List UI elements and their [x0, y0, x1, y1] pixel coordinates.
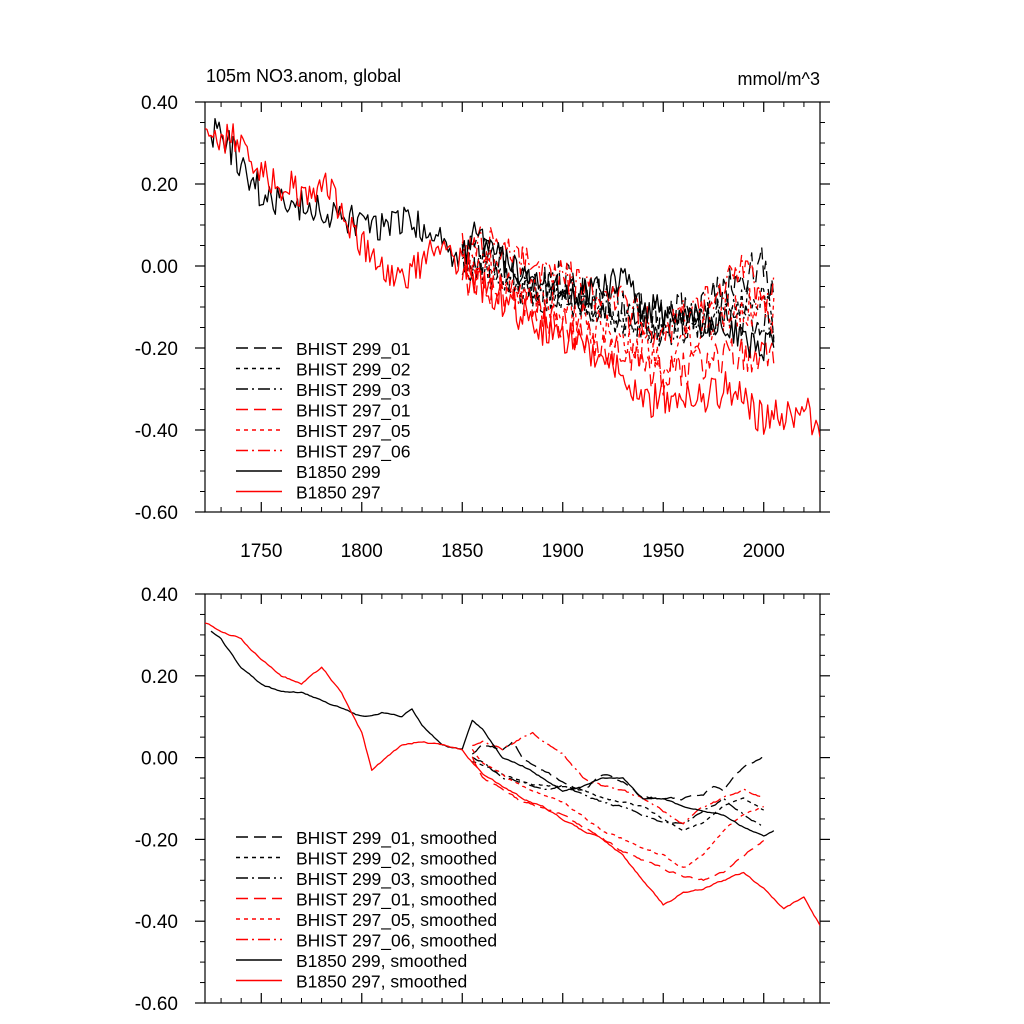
- y-tick-label: -0.60: [135, 994, 178, 1015]
- x-tick-label: 1850: [441, 541, 483, 562]
- series-line: [461, 235, 775, 339]
- top-panel: 1750 1800 1850 1900 1950 2000 -0.60 -0.40 -0.20 0…: [135, 93, 830, 562]
- chart-title: 105m NO3.anom, global: [206, 66, 401, 86]
- series-line: [205, 622, 820, 926]
- legend-label: BHIST 297_05: [296, 421, 410, 442]
- y-tick-label: 0.00: [141, 749, 178, 770]
- legend-label: B1850 297, smoothed: [296, 972, 467, 992]
- units-label: mmol/m^3: [738, 69, 820, 89]
- series-line: [461, 254, 775, 342]
- x-tick-label: 1750: [240, 541, 282, 562]
- legend-label: BHIST 299_02, smoothed: [296, 849, 497, 870]
- legend-label: B1850 297: [296, 483, 381, 503]
- y-tick-label: 0.40: [141, 93, 178, 114]
- y-tick-label: -0.20: [135, 339, 178, 360]
- x-tick-label: 1800: [341, 541, 383, 562]
- legend-label: B1850 299: [296, 462, 381, 482]
- y-tick-label: 0.40: [141, 585, 178, 606]
- y-tick-label: 0.00: [141, 257, 178, 278]
- legend-label: BHIST 299_03: [296, 380, 410, 401]
- series-line: [471, 741, 764, 801]
- y-tick-label: -0.40: [135, 421, 178, 442]
- legend-label: BHIST 297_01, smoothed: [296, 890, 497, 911]
- series-line: [461, 263, 775, 396]
- y-tick-label: -0.60: [135, 503, 178, 524]
- bottom-panel: -0.60 -0.40 -0.20 0.00 0.20 0.40 BHIST 299_01,…: [135, 585, 830, 1015]
- x-tick-label: 1950: [642, 541, 684, 562]
- y-tick-label: 0.20: [141, 667, 178, 688]
- legend-label: BHIST 299_02: [296, 360, 410, 381]
- legend-label: BHIST 297_06, smoothed: [296, 931, 497, 952]
- legend-label: BHIST 299_01, smoothed: [296, 828, 497, 849]
- legend-label: BHIST 297_01: [296, 401, 410, 422]
- y-tick-label: 0.20: [141, 175, 178, 196]
- series-line: [461, 241, 775, 376]
- series-line: [205, 123, 820, 438]
- series-line: [472, 756, 764, 828]
- series-group: [205, 622, 820, 926]
- series-line: [210, 630, 775, 837]
- x-tick-label: 2000: [743, 541, 785, 562]
- series-line: [210, 118, 775, 362]
- y-tick-label: -0.20: [135, 830, 178, 851]
- y-tick-label: -0.40: [135, 912, 178, 933]
- legend-label: BHIST 299_03, smoothed: [296, 869, 497, 890]
- legend-label: BHIST 297_05, smoothed: [296, 910, 497, 931]
- series-line: [472, 761, 764, 832]
- series-line: [471, 756, 765, 881]
- x-tick-label: 1900: [542, 541, 584, 562]
- series-line: [472, 731, 764, 825]
- legend-label: B1850 299, smoothed: [296, 951, 467, 971]
- legend-label: BHIST 299_01: [296, 339, 410, 360]
- legend-label: BHIST 297_06: [296, 442, 410, 463]
- series-group: [205, 118, 820, 438]
